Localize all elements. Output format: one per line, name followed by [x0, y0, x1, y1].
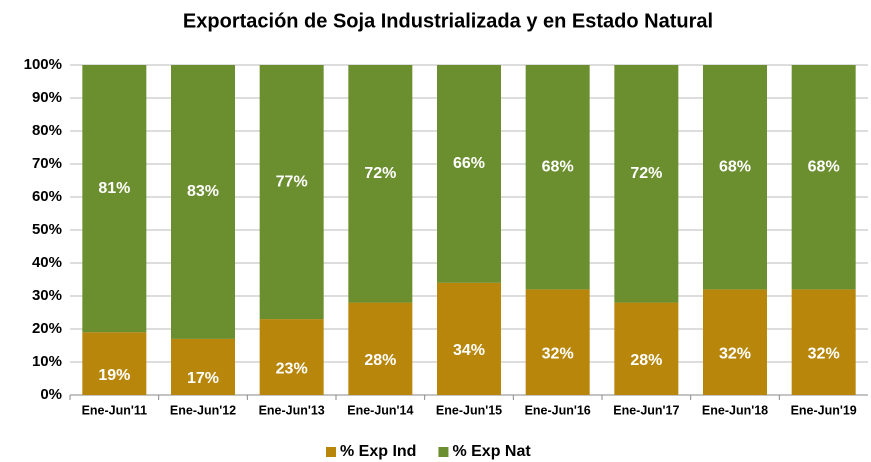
y-tick-label: 70%	[32, 155, 62, 172]
y-tick-label: 0%	[40, 386, 62, 403]
data-label: 34%	[453, 342, 485, 359]
data-label: 32%	[542, 345, 574, 362]
y-tick-label: 90%	[32, 89, 62, 106]
data-label: 68%	[542, 158, 574, 175]
bar-segment	[525, 65, 590, 290]
data-label: 83%	[187, 183, 219, 200]
data-label: 32%	[808, 345, 840, 362]
bar-segment	[82, 332, 147, 395]
bar-segment	[791, 65, 856, 290]
data-label: 81%	[98, 180, 130, 197]
data-label: 28%	[364, 352, 396, 369]
x-tick-label: Ene-Jun'15	[436, 403, 502, 417]
x-tick-label: Ene-Jun'18	[702, 403, 768, 417]
bar-segment	[259, 319, 324, 395]
data-label: 72%	[630, 165, 662, 182]
bar-segment	[437, 65, 501, 283]
bar-segment	[703, 65, 767, 290]
legend-swatch	[438, 447, 449, 457]
data-label: 66%	[453, 155, 485, 172]
y-tick-label: 10%	[32, 353, 62, 370]
bar-segment	[171, 338, 235, 395]
y-tick-label: 20%	[32, 320, 62, 337]
legend-label: % Exp Ind	[340, 443, 416, 460]
x-tick-label: Ene-Jun'11	[82, 403, 148, 417]
data-label: 72%	[364, 165, 396, 182]
bar-segment	[171, 65, 235, 339]
data-label: 19%	[98, 367, 130, 384]
chart-title: Exportación de Soja Industrializada y en…	[183, 10, 713, 32]
y-tick-label: 30%	[32, 287, 62, 304]
data-label: 17%	[187, 370, 219, 387]
y-tick-label: 80%	[32, 122, 62, 139]
bar-segment	[348, 302, 413, 395]
x-tick-label: Ene-Jun'14	[347, 403, 413, 417]
data-label: 77%	[276, 173, 308, 190]
bar-segment	[614, 65, 679, 303]
data-label: 68%	[719, 158, 751, 175]
bar-segment	[791, 289, 856, 395]
x-tick-label: Ene-Jun'17	[613, 403, 679, 417]
bar-segment	[348, 65, 413, 303]
data-label: 23%	[276, 360, 308, 377]
bar-segment	[82, 65, 147, 333]
y-tick-label: 40%	[32, 254, 62, 271]
bar-segment	[437, 282, 501, 395]
bar-segment	[703, 289, 767, 395]
x-tick-label: Ene-Jun'13	[259, 403, 325, 417]
y-tick-label: 60%	[32, 188, 62, 205]
data-label: 28%	[630, 352, 662, 369]
legend-label: % Exp Nat	[452, 443, 531, 460]
x-tick-label: Ene-Jun'12	[170, 403, 236, 417]
bar-segment	[259, 65, 324, 320]
bar-segment	[525, 289, 590, 395]
x-tick-label: Ene-Jun'16	[525, 403, 591, 417]
y-tick-label: 100%	[24, 56, 62, 73]
data-label: 32%	[719, 345, 751, 362]
bar-segment	[614, 302, 679, 395]
legend-swatch	[326, 447, 336, 457]
data-label: 68%	[808, 158, 840, 175]
y-tick-label: 50%	[32, 221, 62, 238]
x-tick-label: Ene-Jun'19	[791, 403, 857, 417]
